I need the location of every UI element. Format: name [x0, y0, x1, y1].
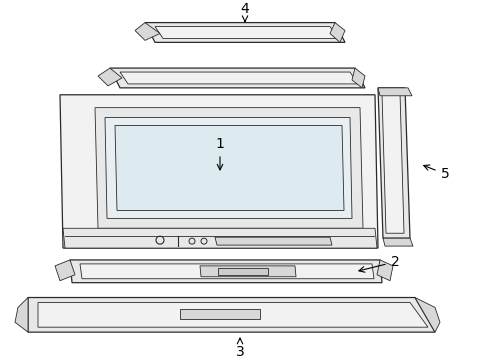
Text: 3: 3 [236, 338, 245, 359]
Polygon shape [80, 264, 374, 279]
Polygon shape [382, 93, 404, 233]
Polygon shape [330, 23, 345, 42]
Polygon shape [180, 309, 260, 319]
Polygon shape [70, 260, 382, 283]
Polygon shape [63, 228, 377, 248]
Polygon shape [135, 23, 160, 40]
Polygon shape [95, 108, 363, 228]
Polygon shape [105, 117, 352, 219]
Polygon shape [38, 302, 428, 327]
Text: 2: 2 [359, 255, 399, 272]
Polygon shape [218, 268, 268, 275]
Polygon shape [15, 297, 28, 332]
Polygon shape [155, 27, 338, 39]
Polygon shape [377, 260, 393, 281]
Polygon shape [55, 260, 75, 281]
Polygon shape [60, 95, 378, 248]
Polygon shape [352, 68, 365, 88]
Polygon shape [378, 88, 410, 238]
Polygon shape [145, 23, 345, 42]
Polygon shape [28, 297, 435, 332]
Text: 5: 5 [424, 165, 449, 181]
Polygon shape [215, 237, 332, 245]
Polygon shape [110, 68, 365, 88]
Polygon shape [383, 238, 413, 246]
Polygon shape [378, 88, 412, 96]
Polygon shape [120, 72, 358, 84]
Text: 4: 4 [241, 2, 249, 22]
Polygon shape [98, 68, 122, 86]
Polygon shape [200, 266, 296, 277]
Polygon shape [115, 125, 344, 211]
Polygon shape [415, 297, 440, 332]
Text: 1: 1 [216, 137, 224, 170]
